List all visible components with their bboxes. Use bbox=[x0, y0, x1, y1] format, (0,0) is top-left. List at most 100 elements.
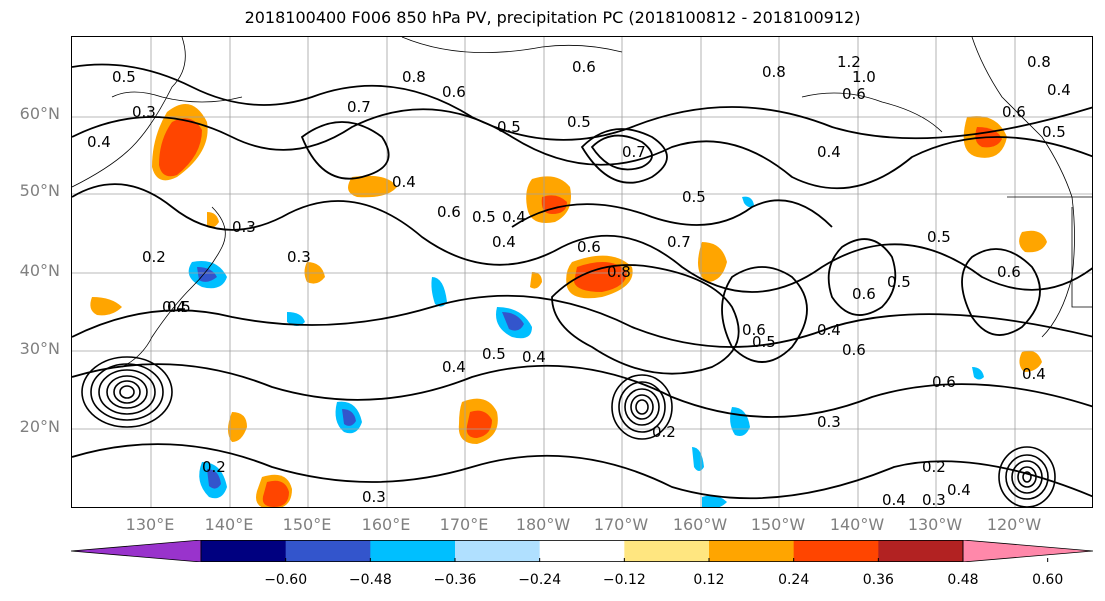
contour-label: 0.6 bbox=[932, 373, 956, 391]
lon-label: 120°W bbox=[986, 515, 1042, 534]
colorbar-extend-high bbox=[962, 540, 1093, 562]
contour-label: 0.5 bbox=[482, 345, 506, 363]
contour-label: 0.6 bbox=[742, 321, 766, 339]
contour-label: 0.5 bbox=[567, 113, 591, 131]
lon-label: 170°W bbox=[593, 515, 649, 534]
lat-label: 30°N bbox=[19, 339, 60, 358]
contour-label: 0.8 bbox=[402, 68, 426, 86]
map-panel: 0.5 0.4 0.3 0.4 0.7 0.8 0.6 0.5 0.5 0.7 … bbox=[71, 36, 1093, 508]
colorbar-segment bbox=[709, 540, 795, 562]
map-title: 2018100400 F006 850 hPa PV, precipitatio… bbox=[244, 8, 861, 27]
contour-label: 0.5 bbox=[752, 333, 776, 351]
contour-label: 0.6 bbox=[842, 85, 866, 103]
contour-label: 0.5 bbox=[927, 228, 951, 246]
colorbar-segment bbox=[539, 540, 625, 562]
lon-label: 160°E bbox=[361, 515, 411, 534]
contour-label: 0.6 bbox=[997, 263, 1021, 281]
contour-label: 0.4 bbox=[817, 321, 841, 339]
contour-label: 0.5 bbox=[1042, 123, 1066, 141]
contour-label: 0.6 bbox=[572, 58, 596, 76]
contour-label: 0.6 bbox=[842, 341, 866, 359]
colorbar-segments bbox=[71, 540, 1093, 562]
contour-label: 0.5 bbox=[682, 188, 706, 206]
lon-label: 160°W bbox=[672, 515, 728, 534]
contour-label: 0.5 bbox=[472, 208, 496, 226]
contour-label: 0.3 bbox=[287, 248, 311, 266]
contour-label: 0.4 bbox=[522, 348, 546, 366]
colorbar-tick-label: −0.36 bbox=[433, 572, 477, 588]
colorbar-tick-label: 0.48 bbox=[947, 572, 979, 588]
contour-label: 0.8 bbox=[762, 63, 786, 81]
colorbar-extend-low bbox=[71, 540, 202, 562]
contour-label: 0.8 bbox=[1027, 53, 1051, 71]
colorbar-tick-label: 0.12 bbox=[693, 572, 725, 588]
contour-label: 0.3 bbox=[922, 491, 946, 508]
lon-label: 140°W bbox=[829, 515, 885, 534]
lon-label: 130°E bbox=[125, 515, 175, 534]
contour-label: 0.7 bbox=[622, 143, 646, 161]
colorbar-segment bbox=[878, 540, 964, 562]
contour-label: 0.5 bbox=[167, 298, 191, 316]
contour-label: 0.3 bbox=[232, 218, 256, 236]
contour-label: 0.6 bbox=[437, 203, 461, 221]
lon-label: 130°W bbox=[907, 515, 963, 534]
contour-label: 0.4 bbox=[392, 173, 416, 191]
contour-label: 0.2 bbox=[652, 423, 676, 441]
contour-label: 0.6 bbox=[577, 238, 601, 256]
colorbar-segment bbox=[793, 540, 879, 562]
lon-label: 150°E bbox=[282, 515, 332, 534]
contour-label: 0.7 bbox=[667, 233, 691, 251]
contour-label: 0.2 bbox=[202, 458, 226, 476]
contour-label: 0.7 bbox=[347, 98, 371, 116]
contour-label: 0.5 bbox=[112, 68, 136, 86]
colorbar-tick-label: −0.48 bbox=[348, 572, 392, 588]
contour-label: 0.5 bbox=[497, 118, 521, 136]
contour-label: 0.3 bbox=[817, 413, 841, 431]
cyclone-rings bbox=[81, 356, 1056, 507]
coastlines bbox=[72, 37, 1092, 368]
contour-label: 0.4 bbox=[442, 358, 466, 376]
contour-label: 0.6 bbox=[442, 83, 466, 101]
contour-label: 0.4 bbox=[502, 208, 526, 226]
contour-label: 0.5 bbox=[887, 273, 911, 291]
contour-label: 0.4 bbox=[817, 143, 841, 161]
contour-label: 1.0 bbox=[852, 68, 876, 86]
colorbar-segment bbox=[285, 540, 371, 562]
contour-label: 0.3 bbox=[362, 488, 386, 506]
contour-label: 0.4 bbox=[1047, 81, 1071, 99]
lat-label: 60°N bbox=[19, 104, 60, 123]
contour-labels: 0.5 0.4 0.3 0.4 0.7 0.8 0.6 0.5 0.5 0.7 … bbox=[87, 53, 1071, 508]
contour-label: 0.4 bbox=[947, 481, 971, 499]
colorbar-segment bbox=[455, 540, 541, 562]
contour-label: 0.2 bbox=[922, 458, 946, 476]
contour-label: 0.3 bbox=[132, 103, 156, 121]
pv-contours bbox=[72, 63, 1092, 500]
contour-label: 0.6 bbox=[1002, 103, 1026, 121]
graticule bbox=[72, 37, 1092, 507]
lat-label: 40°N bbox=[19, 261, 60, 280]
lon-label: 170°E bbox=[439, 515, 489, 534]
contour-label: 1.2 bbox=[837, 53, 861, 71]
colorbar-segment bbox=[624, 540, 710, 562]
positive-precip-areas bbox=[90, 104, 1047, 507]
lat-label: 50°N bbox=[19, 181, 60, 200]
contour-label: 0.4 bbox=[87, 133, 111, 151]
contour-label: 0.4 bbox=[492, 233, 516, 251]
lon-label: 150°W bbox=[750, 515, 806, 534]
colorbar-segment bbox=[370, 540, 456, 562]
colorbar-tick-label: 0.60 bbox=[1032, 572, 1064, 588]
colorbar-segment bbox=[201, 540, 287, 562]
contour-label: 0.4 bbox=[162, 298, 186, 316]
colorbar-tick-label: −0.60 bbox=[264, 572, 308, 588]
contour-label: 0.2 bbox=[142, 248, 166, 266]
contour-label: 0.8 bbox=[607, 263, 631, 281]
contour-label: 0.4 bbox=[1022, 365, 1046, 383]
lat-label: 20°N bbox=[19, 417, 60, 436]
colorbar-tick-label: −0.24 bbox=[518, 572, 562, 588]
colorbar bbox=[71, 540, 1093, 562]
colorbar-tick-label: 0.36 bbox=[862, 572, 894, 588]
colorbar-tick-label: −0.12 bbox=[602, 572, 646, 588]
lon-label: 140°E bbox=[204, 515, 254, 534]
lon-label: 180°W bbox=[515, 515, 571, 534]
map-canvas: 0.5 0.4 0.3 0.4 0.7 0.8 0.6 0.5 0.5 0.7 … bbox=[72, 37, 1092, 508]
